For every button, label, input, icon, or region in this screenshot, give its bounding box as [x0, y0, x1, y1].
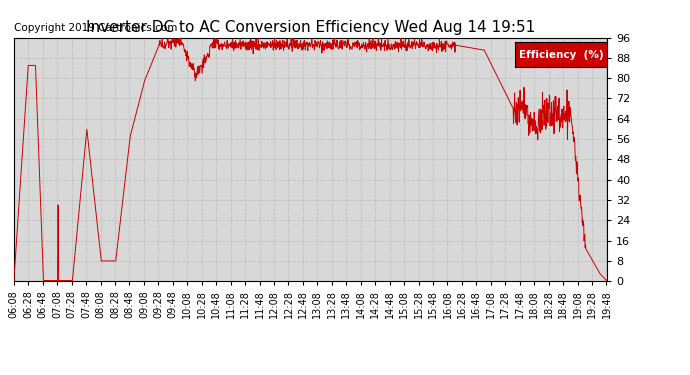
Text: Copyright 2019 Cartronics.com: Copyright 2019 Cartronics.com: [14, 22, 177, 33]
Title: Inverter DC to AC Conversion Efficiency Wed Aug 14 19:51: Inverter DC to AC Conversion Efficiency …: [86, 20, 535, 35]
